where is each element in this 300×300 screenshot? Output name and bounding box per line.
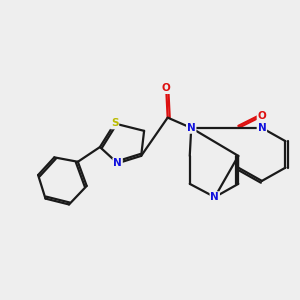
Text: N: N bbox=[210, 192, 219, 202]
Text: N: N bbox=[113, 158, 122, 168]
Text: O: O bbox=[257, 111, 266, 121]
Text: O: O bbox=[162, 83, 171, 93]
Text: S: S bbox=[111, 118, 118, 128]
Text: N: N bbox=[187, 123, 196, 133]
Text: N: N bbox=[257, 123, 266, 133]
